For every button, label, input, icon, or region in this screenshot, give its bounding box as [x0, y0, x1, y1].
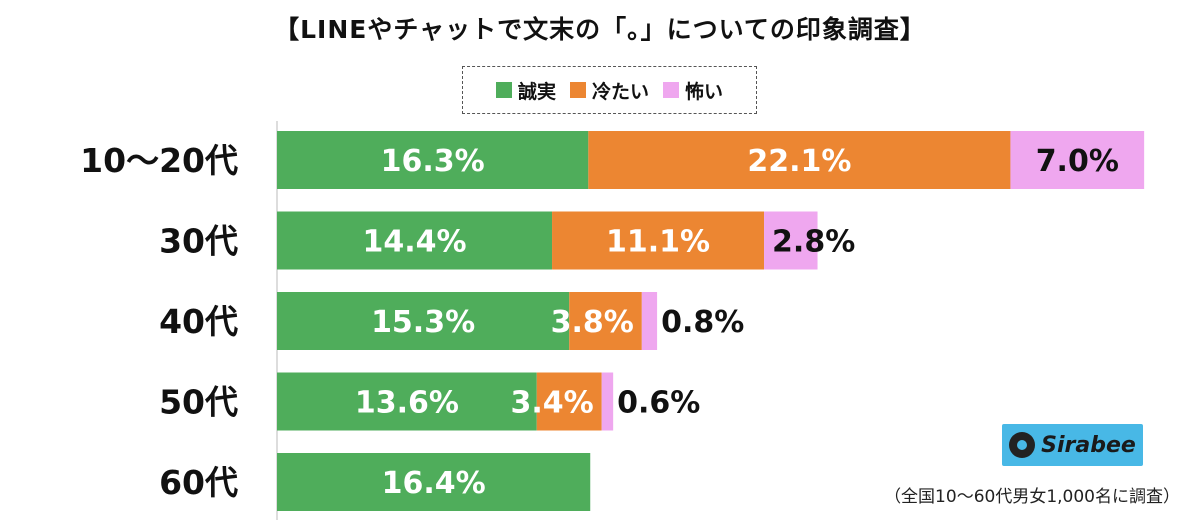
category-label: 50代 [159, 383, 238, 422]
data-label: 11.1% [606, 225, 710, 260]
bar-segment [569, 292, 642, 350]
bar-segment [641, 292, 658, 350]
data-label: 22.1% [747, 144, 851, 179]
chart-title: 【LINEやチャットで文末の「。」についての印象調査】 [274, 15, 926, 44]
sirabee-logo-icon [1009, 432, 1036, 458]
category-label: 40代 [159, 302, 238, 341]
bar-segment [277, 211, 553, 270]
data-label: 0.8% [661, 305, 744, 340]
legend-entry-scary: 怖い [663, 77, 723, 104]
category-label: 30代 [159, 222, 238, 261]
legend-swatch-cold [569, 82, 586, 98]
bar-segment [552, 211, 765, 270]
bar-segment [601, 372, 614, 431]
survey-note: （全国10〜60代男女1,000名に調査） [884, 487, 1180, 507]
category-label: 60代 [159, 463, 238, 502]
legend-swatch-sincere [495, 82, 512, 98]
bar-segment [277, 453, 591, 511]
sirabee-logo-text: Sirabee [1041, 432, 1136, 458]
bar-segment [277, 292, 570, 350]
bar-segment [1010, 131, 1145, 189]
data-label: 14.4% [362, 225, 466, 260]
bar-segment [277, 131, 589, 189]
legend-label-sincere: 誠実 [517, 80, 556, 103]
legend-entry-sincere: 誠実 [495, 77, 556, 104]
bar-segment [536, 372, 602, 431]
data-label: 15.3% [371, 305, 475, 340]
legend: 誠実 冷たい 怖い [462, 66, 757, 114]
data-label: 3.8% [551, 305, 634, 340]
data-label: 2.8% [772, 225, 855, 260]
legend-label-scary: 怖い [685, 80, 724, 103]
data-label: 13.6% [355, 386, 459, 421]
bar-segment [764, 211, 818, 270]
bar-segment [277, 372, 537, 431]
legend-label-cold: 冷たい [591, 80, 649, 103]
sirabee-logo: Sirabee [1002, 424, 1143, 466]
data-label: 3.4% [510, 386, 593, 421]
category-label: 10〜20代 [80, 141, 238, 180]
data-label: 7.0% [1036, 144, 1119, 179]
data-label: 0.6% [617, 386, 700, 421]
legend-entry-cold: 冷たい [569, 77, 649, 104]
data-label: 16.4% [382, 466, 486, 501]
data-label: 16.3% [381, 144, 485, 179]
legend-swatch-scary [663, 82, 679, 98]
bar-segment [588, 131, 1011, 189]
